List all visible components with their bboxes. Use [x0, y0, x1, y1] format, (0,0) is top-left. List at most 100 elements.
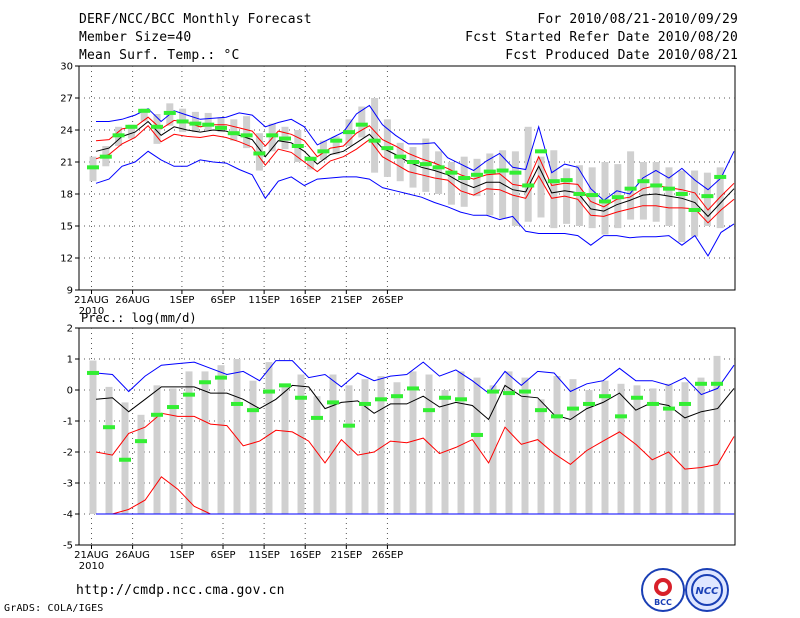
median-marker	[279, 136, 291, 141]
x-tick-label: 1SEP	[169, 295, 194, 306]
y-tick-label: 27	[60, 94, 73, 105]
y-tick-label: 24	[60, 126, 73, 137]
median-marker	[327, 400, 339, 405]
median-marker	[368, 138, 381, 143]
box	[617, 383, 625, 514]
median-marker	[240, 133, 253, 138]
box	[409, 147, 417, 188]
box	[550, 150, 558, 229]
box	[716, 167, 724, 229]
median-marker	[317, 149, 330, 154]
box	[585, 390, 593, 514]
forecast-period: For 2010/08/21-2010/09/29	[537, 12, 738, 27]
median-marker	[423, 408, 435, 413]
y-tick-label: -5	[63, 541, 73, 552]
median-marker	[560, 178, 573, 183]
median-marker	[263, 389, 275, 394]
box	[204, 112, 212, 130]
x-tick-label: 21SEP	[331, 550, 362, 561]
box	[460, 156, 468, 207]
forecast-start-date: Fcst Started Refer Date 2010/08/20	[465, 30, 738, 45]
box	[553, 376, 561, 514]
y-tick-label: 1	[67, 355, 73, 366]
median-marker	[253, 151, 266, 156]
box	[127, 124, 135, 139]
box	[105, 386, 113, 514]
median-marker	[535, 149, 547, 154]
box	[435, 151, 443, 194]
x-tick-label: 16SEP	[290, 550, 321, 561]
box	[169, 388, 177, 514]
y-tick-label: 12	[60, 254, 73, 265]
y-tick-label: 9	[67, 286, 73, 297]
median-marker	[615, 414, 627, 419]
median-marker	[522, 183, 535, 188]
median-marker	[247, 408, 259, 413]
median-marker	[151, 124, 163, 129]
box	[345, 385, 353, 514]
median-marker	[151, 412, 163, 417]
median-marker	[176, 119, 189, 124]
box	[137, 414, 145, 514]
x-tick-label: 26SEP	[372, 550, 403, 561]
median-marker	[183, 392, 195, 397]
median-marker	[611, 195, 624, 200]
median-marker	[509, 170, 522, 175]
box	[627, 151, 635, 220]
panel-title: Prec.: log(mm/d)	[81, 311, 197, 325]
chart-panel-1: 9 12 15 18 21 24 27 30 21AUG 26AUG 1SEP 6SEP 11SEP 16…	[60, 62, 736, 317]
median-marker	[391, 394, 403, 399]
median-marker	[330, 138, 343, 143]
y-tick-label: 2	[67, 324, 73, 335]
median-marker	[343, 423, 355, 428]
box	[601, 380, 609, 514]
x-tick-label: 21AUG	[74, 550, 109, 561]
median-marker	[583, 401, 595, 406]
box	[358, 106, 366, 138]
median-marker	[112, 133, 125, 138]
median-marker	[432, 165, 445, 170]
plot-frame	[78, 327, 736, 546]
median-marker	[215, 125, 227, 130]
box	[678, 170, 686, 242]
median-marker	[675, 192, 688, 196]
box	[153, 385, 161, 514]
box	[633, 385, 641, 514]
box	[140, 108, 148, 122]
box	[371, 98, 379, 173]
median-marker	[407, 386, 419, 391]
median-marker	[567, 406, 579, 411]
box	[639, 162, 647, 220]
x-tick-label: 21AUG	[74, 295, 109, 306]
forecast-produced-date: Fcst Produced Date 2010/08/21	[505, 48, 738, 63]
median-marker	[291, 144, 304, 148]
box	[703, 172, 711, 226]
median-marker	[295, 395, 307, 400]
box	[652, 162, 660, 222]
x-tick-label: 16SEP	[290, 295, 321, 306]
median-marker	[407, 160, 419, 164]
box	[681, 382, 689, 514]
plot-frame	[78, 65, 736, 291]
median-marker	[599, 394, 611, 399]
median-marker	[279, 383, 291, 388]
median-marker	[551, 414, 563, 419]
y-tick-label: 15	[60, 222, 73, 233]
box	[601, 162, 609, 235]
box	[537, 156, 545, 218]
footer-url[interactable]: http://cmdp.ncc.cma.gov.cn	[76, 583, 285, 598]
median-marker	[624, 186, 637, 191]
box	[665, 383, 673, 514]
x-tick-label: 26AUG	[115, 550, 150, 561]
x-tick-label: 6SEP	[210, 295, 235, 306]
box	[243, 116, 251, 149]
median-marker	[445, 170, 458, 175]
box	[332, 136, 340, 155]
x-tick-label: 26AUG	[115, 295, 150, 306]
box	[524, 126, 532, 222]
median-marker	[355, 122, 368, 127]
box	[201, 371, 209, 514]
median-marker	[711, 381, 723, 386]
bcc-logo-text: BCC	[654, 598, 672, 607]
x-tick-label: 21SEP	[331, 295, 362, 306]
